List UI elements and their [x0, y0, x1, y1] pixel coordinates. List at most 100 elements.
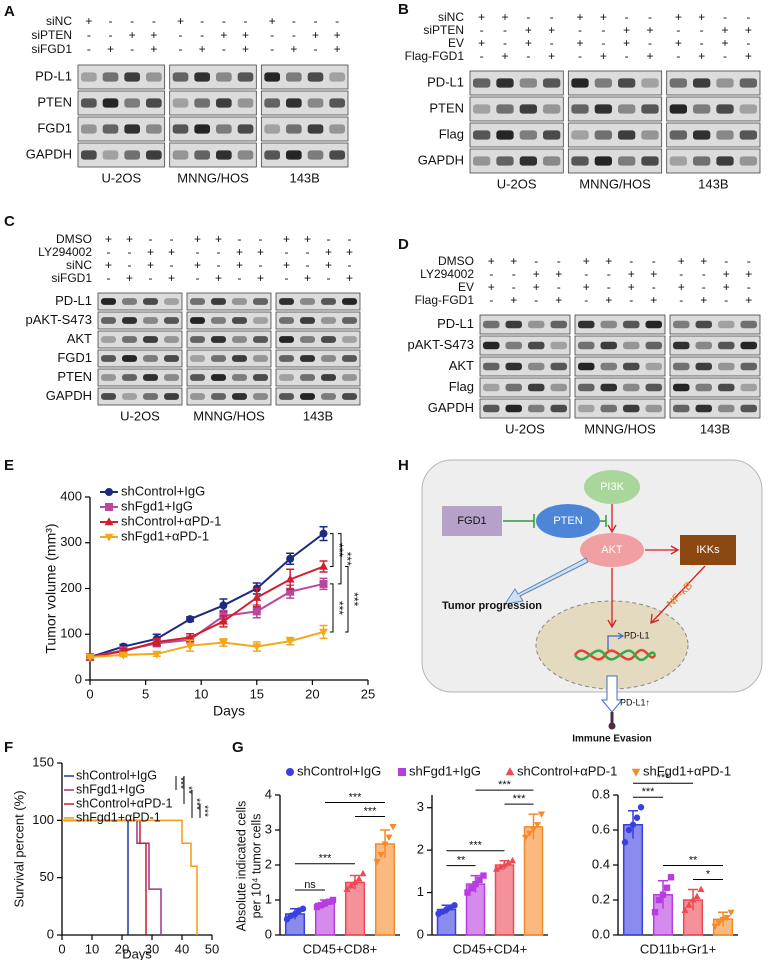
blot-band [81, 98, 97, 108]
blot-band [81, 72, 97, 82]
panel-label: F [4, 739, 13, 756]
condition-sign: + [126, 232, 133, 246]
condition-sign: - [534, 254, 538, 268]
y-tick-label: 400 [60, 488, 82, 503]
condition-sign: + [723, 280, 730, 294]
condition-sign: + [650, 267, 657, 281]
blot-band [645, 404, 662, 413]
blot-band [190, 393, 205, 400]
y-tick-label: 1 [265, 891, 272, 906]
blot-band [102, 150, 119, 160]
legend-marker [505, 767, 515, 776]
fgd1-node [442, 506, 502, 536]
condition-sign: + [605, 254, 612, 268]
x-axis-title: Days [213, 703, 245, 719]
significance-label: *** [174, 777, 185, 789]
blot-strip [169, 90, 257, 116]
data-point [681, 906, 689, 914]
blot-band [300, 298, 315, 305]
data-point [496, 863, 505, 870]
blot-band [645, 341, 662, 350]
blot-band [550, 320, 567, 329]
blot-band [716, 104, 734, 114]
y-tick-label: 0.4 [592, 856, 610, 871]
y-tick-label: 0.2 [592, 891, 610, 906]
blot-strip [574, 356, 666, 377]
data-point [504, 859, 513, 866]
blot-strip [186, 387, 272, 406]
significance-label: *** [198, 805, 209, 817]
blot-band [505, 362, 522, 371]
condition-sign: - [512, 267, 516, 281]
condition-sign: + [346, 271, 353, 285]
x-tick-label: 10 [194, 686, 208, 701]
condition-sign: + [242, 28, 249, 42]
blot-band [211, 336, 226, 343]
blot-band [124, 150, 140, 160]
condition-sign: - [348, 258, 352, 272]
blot-band [473, 130, 491, 140]
y-axis-title: per 10⁴ tumor cells [249, 814, 263, 919]
condition-sign: + [236, 245, 243, 259]
x-tick-label: 5 [142, 686, 149, 701]
legend-marker [105, 488, 113, 496]
y-tick-label: 200 [60, 580, 82, 595]
condition-sign: + [501, 10, 508, 24]
condition-sign: + [325, 258, 332, 272]
blot-band [172, 72, 189, 82]
condition-sign: - [648, 10, 652, 24]
condition-sign: - [676, 23, 680, 37]
blot-band [600, 362, 617, 371]
data-point [285, 637, 295, 646]
data-point [655, 896, 663, 904]
x-tick-label: 0 [58, 941, 65, 956]
band-label: pAKT-S473 [408, 337, 475, 352]
blot-strip [469, 96, 564, 122]
condition-sign: + [510, 254, 517, 268]
significance-label: ** [182, 786, 193, 794]
blot-band [143, 317, 158, 324]
x-tick-label: 20 [115, 941, 129, 956]
activate-arrow [607, 568, 617, 629]
condition-label: EV [448, 36, 464, 50]
blot-band [194, 124, 210, 134]
blot-strip [574, 377, 666, 398]
condition-sign: - [327, 232, 331, 246]
condition-sign: + [698, 10, 705, 24]
data-point [476, 876, 483, 884]
blot-band [669, 104, 687, 114]
condition-sign: - [480, 49, 484, 63]
x-tick-label: 0 [86, 686, 93, 701]
legend-marker [398, 768, 406, 776]
blot-strip [469, 148, 564, 174]
data-point [472, 880, 479, 888]
data-point [285, 574, 295, 583]
blot-strip [574, 314, 666, 335]
y-axis-title: Absolute indicated cells [234, 801, 248, 932]
annotation: Tumor progression [442, 600, 542, 612]
blot-band [718, 404, 735, 413]
condition-sign: - [578, 49, 582, 63]
data-point [185, 632, 195, 641]
condition-sign: - [130, 42, 134, 56]
condition-sign: - [149, 271, 153, 285]
data-point [529, 826, 538, 833]
outcome-label: Immune Evasion [572, 734, 651, 745]
panel-label: D [398, 236, 409, 253]
data-point [252, 643, 262, 652]
blot-band [122, 393, 137, 400]
band-label: Flag [449, 379, 474, 394]
blot-band [505, 341, 522, 350]
condition-sign: + [488, 254, 495, 268]
akt-node [580, 533, 644, 567]
blot-band [594, 78, 612, 88]
condition-sign: - [238, 232, 242, 246]
condition-label: Flag-FGD1 [405, 49, 465, 63]
legend-marker [104, 533, 114, 542]
blot-band [693, 78, 711, 88]
legend-label: shFgd1+αPD-1 [121, 528, 209, 543]
blot-strip [275, 368, 361, 387]
condition-sign: - [87, 28, 91, 42]
blot-band [641, 130, 659, 140]
